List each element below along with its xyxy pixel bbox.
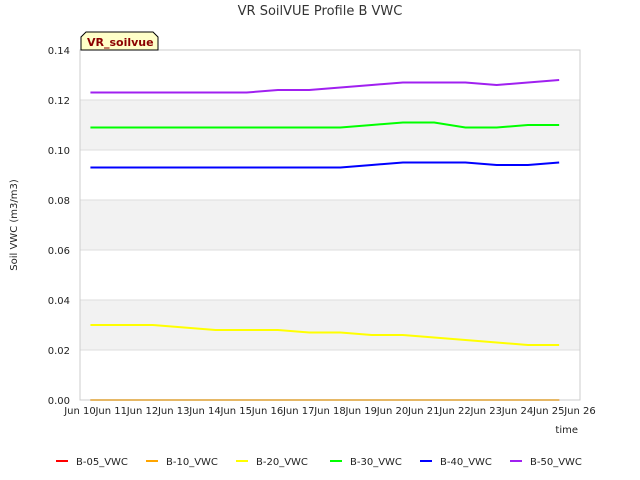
x-tick-label: Jun 17 [282,406,315,417]
series-line-b-30_vwc [90,121,560,129]
series-line-b-40_vwc [90,161,560,169]
legend-label: B-50_VWC [530,457,582,468]
x-tick-label: Jun 13 [157,406,190,417]
y-tick-label: 0.00 [48,396,70,407]
x-tick-label: Jun 24 [501,406,534,417]
legend-label: B-40_VWC [440,457,492,468]
y-tick-label: 0.08 [48,196,70,207]
x-tick-label: Jun 18 [313,406,346,417]
series-line-b-20_vwc [90,324,560,346]
y-tick-label: 0.14 [48,46,70,57]
x-tick-label: Jun 10 [63,406,96,417]
site-badge-box [80,31,159,51]
legend-label: B-05_VWC [76,457,128,468]
x-tick-label: Jun 14 [188,406,221,417]
site-badge: VR_soilvue [80,31,159,51]
plot-band [80,200,580,250]
x-tick-label: Jun 25 [532,406,565,417]
chart-title: VR SoilVUE Profile B VWC [238,4,403,19]
y-axis: 0.00 0.02 0.04 0.06 0.08 0.10 0.12 0.14 [48,46,70,407]
x-axis: Jun 10 Jun 11 Jun 12 Jun 13 Jun 14 Jun 15 Jun … [63,406,596,417]
x-axis-label: time [555,425,578,436]
plot-band [80,100,580,150]
y-tick-label: 0.02 [48,346,70,357]
y-tick-label: 0.10 [48,146,70,157]
y-tick-label: 0.04 [48,296,70,307]
legend-label: B-10_VWC [166,457,218,468]
plot-background [80,100,580,350]
x-tick-label: Jun 12 [126,406,159,417]
y-axis-label: Soil VWC (m3/m3) [9,179,20,271]
x-tick-label: Jun 15 [219,406,252,417]
plot-border [79,49,581,401]
legend: B-05_VWC B-10_VWC B-20_VWC B-30_VWC B-40_VWC… [56,457,582,468]
x-tick-label: Jun 22 [438,406,471,417]
series-line-b-50_vwc [90,79,560,94]
x-tick-label: Jun 11 [94,406,127,417]
y-tick-label: 0.12 [48,96,70,107]
y-tick-label: 0.06 [48,246,70,257]
x-tick-label: Jun 21 [407,406,440,417]
x-tick-label: Jun 16 [251,406,284,417]
x-tick-label: Jun 23 [469,406,502,417]
site-badge-label: VR_soilvue [87,36,154,49]
x-tick-label: Jun 26 [563,406,596,417]
x-tick-label: Jun 20 [376,406,409,417]
legend-label: B-30_VWC [350,457,402,468]
x-tick-label: Jun 19 [344,406,377,417]
legend-label: B-20_VWC [256,457,308,468]
